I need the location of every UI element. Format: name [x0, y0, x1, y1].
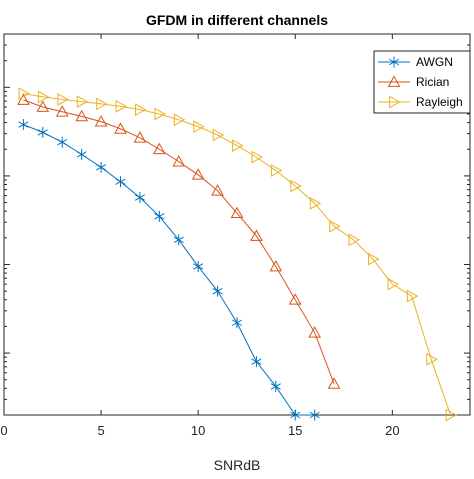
data-point-awgn — [173, 234, 184, 246]
data-point-rician — [288, 293, 302, 305]
data-point-rayleigh — [57, 93, 69, 106]
data-point-awgn — [76, 148, 87, 160]
data-point-rayleigh — [406, 289, 419, 303]
data-point-rayleigh — [232, 139, 244, 152]
x-tick-label: 5 — [97, 423, 104, 438]
plot-area: 0 5 10 15 20 — [0, 33, 471, 438]
data-point-awgn — [96, 161, 107, 173]
data-point-rician — [250, 229, 263, 241]
data-point-rician — [172, 155, 186, 167]
data-point-awgn — [193, 260, 204, 272]
data-point-rayleigh — [426, 352, 438, 366]
data-point-awgn — [37, 126, 48, 138]
legend-label-rayleigh: Rayleigh — [416, 95, 463, 109]
data-point-awgn — [231, 317, 243, 329]
data-point-rayleigh — [18, 87, 30, 100]
data-point-rayleigh — [115, 99, 128, 113]
x-axis-label: SNRdB — [214, 457, 261, 473]
legend-label-rician: Rician — [416, 75, 449, 89]
x-tick-label: 15 — [288, 423, 302, 438]
data-point-rayleigh — [348, 233, 361, 247]
series-line-rician — [23, 99, 335, 384]
data-point-rayleigh — [96, 97, 108, 111]
chart-title: GFDM in different channels — [146, 12, 328, 28]
data-point-rayleigh — [37, 90, 50, 104]
data-point-rayleigh — [135, 103, 147, 116]
data-point-rician — [327, 377, 341, 389]
data-point-rayleigh — [193, 120, 205, 133]
axes-box — [3, 33, 471, 416]
data-point-rician — [191, 168, 205, 180]
legend-label-awgn: AWGN — [416, 55, 453, 69]
x-tick-label: 0 — [0, 423, 7, 438]
data-point-rician — [211, 184, 224, 196]
data-point-rayleigh — [76, 95, 89, 108]
data-point-rician — [133, 131, 147, 143]
data-point-rayleigh — [290, 179, 302, 193]
data-point-rician — [152, 142, 166, 155]
data-point-rician — [308, 326, 322, 338]
data-point-rician — [55, 105, 69, 117]
data-point-rayleigh — [445, 408, 458, 422]
x-tick-label: 10 — [191, 423, 205, 438]
data-point-awgn — [18, 119, 29, 131]
series-line-rayleigh — [23, 93, 452, 416]
data-point-awgn — [212, 285, 223, 297]
data-point-rayleigh — [309, 197, 322, 210]
legend-marker-awgn — [388, 56, 400, 68]
data-point-rayleigh — [251, 150, 263, 164]
data-point-rician — [17, 93, 30, 105]
data-point-awgn — [309, 409, 320, 421]
data-point-rayleigh — [270, 164, 283, 177]
data-point-rician — [269, 259, 283, 272]
data-point-rayleigh — [212, 128, 225, 142]
data-point-awgn — [290, 409, 301, 421]
data-point-awgn — [270, 380, 281, 392]
data-point-rician — [230, 206, 244, 219]
legend-marker-rician — [387, 75, 401, 87]
data-point-rayleigh — [368, 252, 380, 266]
legend: AWGN Rician Rayleigh — [373, 50, 471, 114]
data-point-awgn — [115, 176, 126, 188]
data-point-rician — [94, 115, 108, 127]
data-point-rician — [114, 122, 127, 134]
data-point-awgn — [154, 210, 165, 222]
data-point-awgn — [134, 192, 145, 204]
data-point-rician — [36, 100, 50, 112]
data-point-rayleigh — [387, 277, 399, 291]
data-point-rayleigh — [173, 113, 186, 127]
data-point-rician — [75, 109, 89, 122]
x-tick-label: 20 — [385, 423, 399, 438]
legend-marker-rayleigh — [389, 95, 401, 109]
data-point-awgn — [57, 136, 68, 148]
data-point-rayleigh — [154, 107, 166, 121]
data-point-awgn — [251, 356, 262, 368]
data-point-rayleigh — [329, 219, 341, 233]
series-line-awgn — [23, 124, 315, 416]
